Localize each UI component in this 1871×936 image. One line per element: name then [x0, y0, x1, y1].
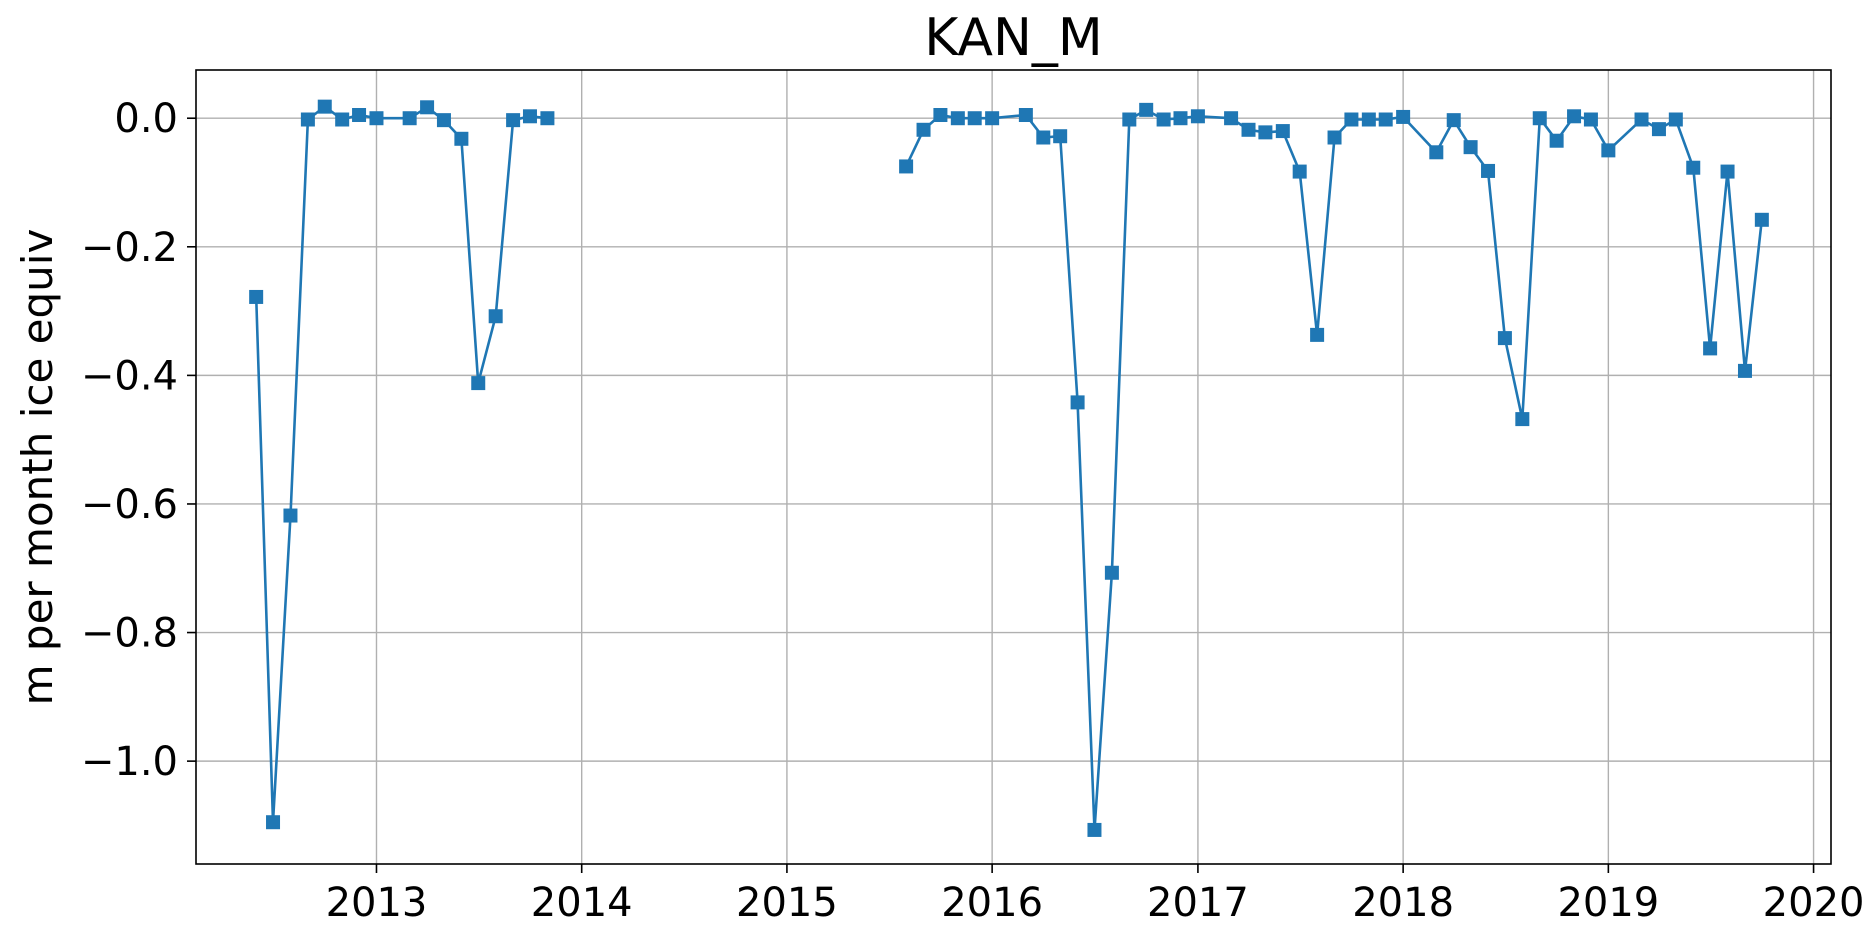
- data-point-marker: [1258, 125, 1273, 140]
- data-point-marker: [1754, 212, 1769, 227]
- data-point-marker: [1737, 363, 1752, 378]
- y-tick-label: −0.8: [81, 611, 178, 657]
- data-point-marker: [1567, 109, 1582, 124]
- data-point-marker: [369, 111, 384, 126]
- data-point-marker: [1053, 129, 1068, 144]
- data-point-marker: [1651, 122, 1666, 137]
- data-point-marker: [1446, 113, 1461, 128]
- y-tick-label: −0.2: [81, 225, 178, 271]
- data-point-marker: [1104, 565, 1119, 580]
- data-point-marker: [1018, 108, 1033, 123]
- data-point-marker: [985, 111, 1000, 126]
- data-point-marker: [540, 111, 555, 126]
- x-tick-label: 2013: [326, 880, 428, 926]
- data-point-marker: [471, 376, 486, 391]
- data-point-marker: [1396, 109, 1411, 124]
- data-point-marker: [522, 109, 537, 124]
- data-point-marker: [916, 122, 931, 137]
- y-tick-label: 0.0: [114, 96, 178, 142]
- x-tick-label: 2020: [1763, 880, 1865, 926]
- x-tick-label: 2018: [1352, 880, 1454, 926]
- data-point-marker: [1241, 122, 1256, 137]
- data-point-marker: [352, 108, 367, 123]
- data-point-marker: [1292, 164, 1307, 179]
- data-point-marker: [1481, 163, 1496, 178]
- data-point-marker: [488, 309, 503, 324]
- data-point-marker: [1720, 164, 1735, 179]
- data-point-marker: [1515, 412, 1530, 427]
- data-point-marker: [1463, 140, 1478, 155]
- x-tick-label: 2015: [736, 880, 838, 926]
- data-point-marker: [950, 111, 965, 126]
- y-tick-label: −0.4: [81, 353, 178, 399]
- data-point-marker: [1070, 395, 1085, 410]
- data-point-marker: [1087, 822, 1102, 837]
- data-point-marker: [1429, 145, 1444, 160]
- data-point-marker: [335, 112, 350, 127]
- data-point-marker: [1190, 109, 1205, 124]
- y-axis-label: m per month ice equiv: [13, 229, 62, 706]
- data-point-marker: [1327, 130, 1342, 145]
- data-point-marker: [1173, 111, 1188, 126]
- data-point-marker: [402, 111, 417, 126]
- y-tick-label: −1.0: [81, 739, 178, 785]
- data-point-marker: [300, 112, 315, 127]
- data-point-marker: [1344, 112, 1359, 127]
- data-point-marker: [506, 113, 521, 128]
- data-point-marker: [1275, 124, 1290, 139]
- x-tick-label: 2019: [1557, 880, 1659, 926]
- data-point-marker: [1549, 133, 1564, 148]
- data-point-marker: [1583, 112, 1598, 127]
- y-tick-label: −0.6: [81, 482, 178, 528]
- data-point-marker: [249, 289, 264, 304]
- data-point-marker: [436, 113, 451, 128]
- data-point-marker: [1532, 111, 1547, 126]
- data-point-marker: [317, 99, 332, 114]
- plot-frame: [195, 69, 1832, 865]
- data-point-marker: [1036, 130, 1051, 145]
- data-point-marker: [899, 159, 914, 174]
- data-point-marker: [1378, 112, 1393, 127]
- data-point-marker: [1668, 112, 1683, 127]
- data-point-marker: [1497, 331, 1512, 346]
- data-point-marker: [454, 131, 469, 146]
- data-point-marker: [1361, 112, 1376, 127]
- x-tick-label: 2016: [941, 880, 1043, 926]
- x-tick-label: 2014: [531, 880, 633, 926]
- data-point-marker: [1122, 112, 1137, 127]
- data-point-marker: [1686, 160, 1701, 175]
- data-point-marker: [1310, 327, 1325, 342]
- data-point-marker: [1703, 341, 1718, 356]
- data-point-marker: [266, 815, 281, 830]
- x-tick-label: 2017: [1147, 880, 1249, 926]
- data-point-marker: [283, 508, 298, 523]
- series-layer: [249, 99, 1769, 837]
- data-point-marker: [420, 100, 435, 115]
- data-point-marker: [1139, 102, 1154, 117]
- data-point-marker: [1634, 112, 1649, 127]
- data-point-marker: [1224, 111, 1239, 126]
- grid: [196, 70, 1831, 864]
- chart-title: KAN_M: [924, 8, 1103, 68]
- data-point-marker: [1601, 143, 1616, 158]
- data-point-marker: [967, 111, 982, 126]
- data-point-marker: [933, 108, 948, 123]
- axis-ticks: 2013 2014 2015 2016 2017 2018 2019 2020 0.0 −0.2 −…: [81, 96, 1865, 926]
- data-point-marker: [1156, 112, 1171, 127]
